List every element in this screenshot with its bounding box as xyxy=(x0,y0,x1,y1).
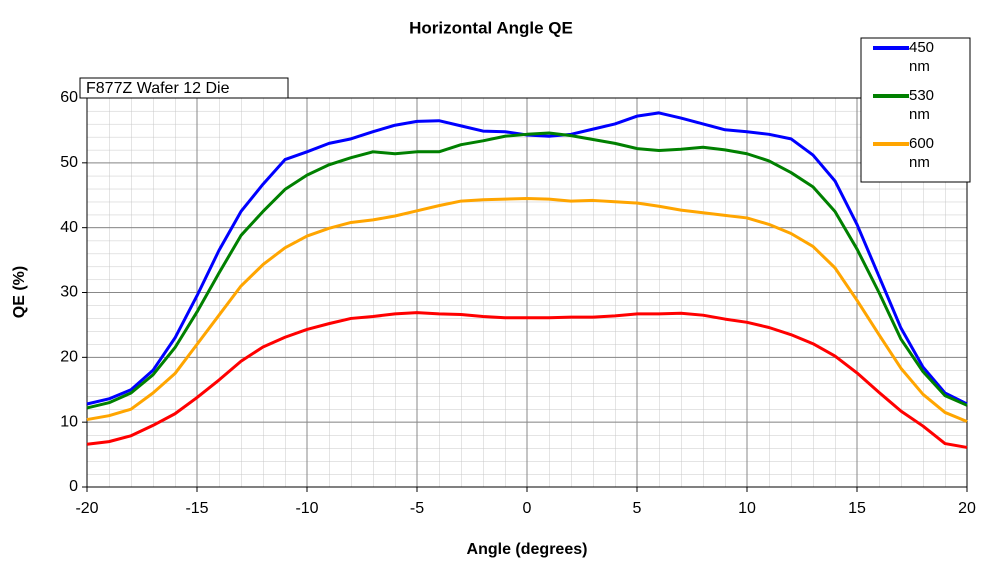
annotation: F877Z Wafer 12 Die xyxy=(86,80,230,97)
y-tick-label: 30 xyxy=(60,284,78,301)
y-tick-label: 20 xyxy=(60,349,78,366)
series-line xyxy=(86,196,968,423)
y-axis-label: QE (%) xyxy=(11,266,28,318)
x-tick-label: 15 xyxy=(848,500,866,517)
x-tick-label: -20 xyxy=(75,500,98,517)
y-tick-label: 60 xyxy=(60,89,78,106)
legend-item: 600 nm xyxy=(909,135,935,171)
legend-box xyxy=(860,37,971,183)
x-tick-label: -10 xyxy=(295,500,318,517)
series-line xyxy=(86,311,968,449)
y-tick-label: 50 xyxy=(60,154,78,171)
legend-label: 450 nm xyxy=(909,39,935,75)
y-tick-label: 40 xyxy=(60,219,78,236)
legend-item: 530 nm xyxy=(909,87,935,123)
x-axis-label: Angle (degrees) xyxy=(467,541,588,558)
series-line xyxy=(86,131,968,410)
x-tick-label: -15 xyxy=(185,500,208,517)
y-tick-label: 0 xyxy=(69,478,78,495)
x-tick-label: 5 xyxy=(633,500,642,517)
annotation-box xyxy=(79,77,289,99)
y-tick-label: 10 xyxy=(60,413,78,430)
x-tick-label: -5 xyxy=(410,500,424,517)
chart-title: Horizontal Angle QE xyxy=(409,18,573,37)
plot-border xyxy=(86,97,968,488)
x-tick-label: 0 xyxy=(523,500,532,517)
x-tick-label: 10 xyxy=(738,500,756,517)
legend-item: 450 nm xyxy=(909,39,935,75)
legend-label: 600 nm xyxy=(909,135,935,171)
legend-label: 530 nm xyxy=(909,87,935,123)
x-tick-label: 20 xyxy=(958,500,976,517)
